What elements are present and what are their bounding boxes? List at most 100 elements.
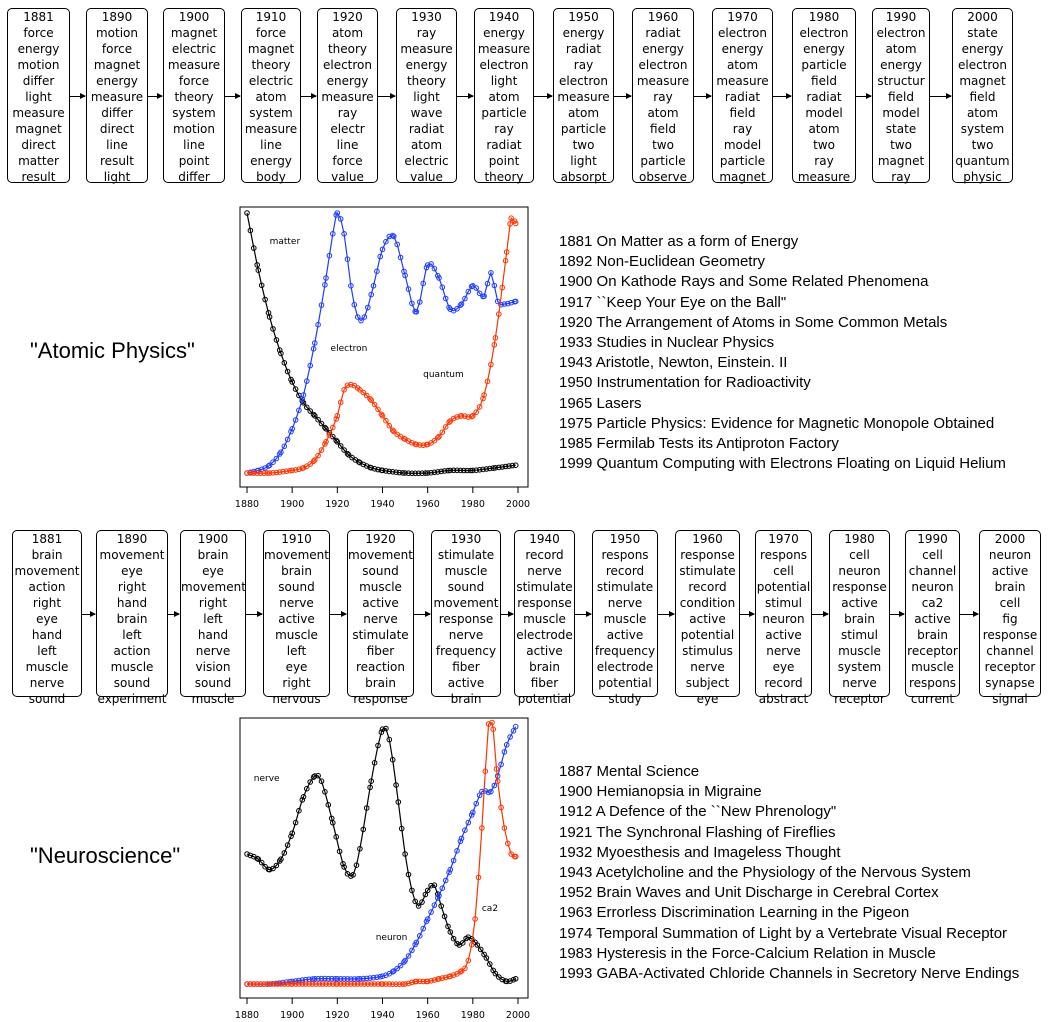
topic-word: particle — [719, 154, 766, 168]
topic-word: nerve — [766, 644, 801, 658]
topic-word: electrode — [596, 660, 654, 674]
topic-word: left — [203, 612, 223, 626]
topic-word: magnet — [247, 42, 295, 56]
data-point — [412, 898, 418, 905]
topic-word: muscle — [523, 612, 566, 626]
topic-word: brain — [281, 564, 312, 578]
data-point — [332, 976, 338, 982]
data-point — [389, 756, 396, 763]
data-point — [377, 253, 383, 260]
topic-word: brain — [529, 660, 560, 674]
topic-word: cell — [922, 548, 943, 562]
topic-word: cell — [999, 596, 1021, 610]
data-point — [333, 437, 339, 444]
data-point — [255, 267, 262, 273]
series-line-matter — [246, 212, 516, 474]
data-point — [402, 957, 408, 964]
article-title: 1943 Aristotle, Newton, Einstein. II — [559, 354, 788, 372]
data-point — [402, 272, 408, 279]
topic-word: sound — [447, 580, 485, 594]
data-point — [244, 851, 250, 857]
timeline-arrow — [930, 93, 952, 99]
data-point — [483, 466, 490, 472]
data-point — [428, 469, 434, 476]
data-point — [383, 417, 389, 424]
data-point — [310, 411, 317, 418]
data-point — [341, 864, 347, 870]
topic-box-year: 1960 — [647, 10, 679, 24]
timeline-arrow — [82, 611, 96, 617]
data-point — [505, 300, 511, 307]
data-point — [307, 408, 313, 414]
data-point — [424, 887, 431, 894]
data-point — [337, 399, 344, 406]
data-point — [247, 981, 254, 987]
data-point — [488, 361, 494, 368]
topic-word: electric — [248, 74, 294, 88]
topic-word: line — [106, 138, 128, 152]
data-point — [289, 830, 296, 836]
data-point — [396, 469, 403, 476]
data-point — [482, 768, 489, 775]
data-point — [383, 238, 389, 245]
topic-word: radiat — [645, 26, 681, 40]
data-point — [379, 413, 386, 419]
data-point — [312, 413, 318, 419]
topic-box-year: 1950 — [568, 10, 599, 24]
data-point — [389, 232, 396, 239]
data-point — [281, 443, 288, 450]
data-point — [393, 782, 399, 788]
topic-word: brain — [365, 676, 396, 690]
data-point — [475, 874, 482, 881]
topic-word: energy — [880, 58, 922, 72]
data-point — [499, 464, 506, 470]
data-point — [413, 441, 420, 448]
data-point — [358, 317, 364, 324]
data-point — [454, 467, 460, 474]
data-point — [397, 254, 404, 261]
timeline-arrow — [330, 611, 347, 617]
data-point — [405, 470, 412, 477]
topic-word: model — [882, 106, 920, 120]
topic-word: stimulate — [352, 628, 409, 642]
topic-word: ray — [891, 170, 911, 184]
topic-word: response — [832, 580, 887, 594]
data-point — [278, 856, 284, 862]
topic-word: condition — [679, 596, 736, 610]
x-tick-label: 1940 — [370, 1010, 394, 1020]
topic-word: light — [103, 170, 131, 184]
data-point — [508, 215, 515, 221]
data-point — [438, 468, 444, 475]
topic-word: muscle — [603, 612, 647, 626]
topic-word: theory — [327, 42, 368, 56]
topic-box-1910: 1910 force magnet theory electric atom system m… — [241, 8, 301, 184]
data-point — [383, 981, 389, 987]
topic-box-1960: 1960 response stimulate record condition acti… — [675, 530, 740, 706]
data-point — [409, 947, 415, 954]
topic-word: muscle — [275, 628, 318, 642]
data-point — [398, 825, 405, 832]
data-point — [292, 978, 299, 984]
data-point — [288, 833, 294, 840]
data-point — [458, 413, 465, 419]
topic-box-year: 1890 — [101, 10, 133, 24]
topic-word: result — [100, 154, 134, 168]
topic-word: energy — [803, 42, 845, 56]
data-point — [419, 470, 425, 477]
data-point — [334, 210, 341, 216]
data-point — [506, 463, 512, 469]
data-point — [503, 978, 510, 985]
topic-word: energy — [326, 74, 369, 88]
data-point — [363, 463, 370, 469]
data-point — [296, 977, 302, 984]
topic-word: hand — [197, 628, 229, 642]
data-point — [465, 957, 472, 964]
topic-word: two — [652, 138, 674, 152]
data-point — [270, 470, 276, 476]
data-point — [413, 939, 420, 946]
data-point — [491, 342, 498, 348]
data-point — [358, 981, 364, 987]
data-point — [507, 734, 513, 740]
timeline-arrow — [414, 611, 431, 617]
topic-word: record — [764, 676, 803, 690]
